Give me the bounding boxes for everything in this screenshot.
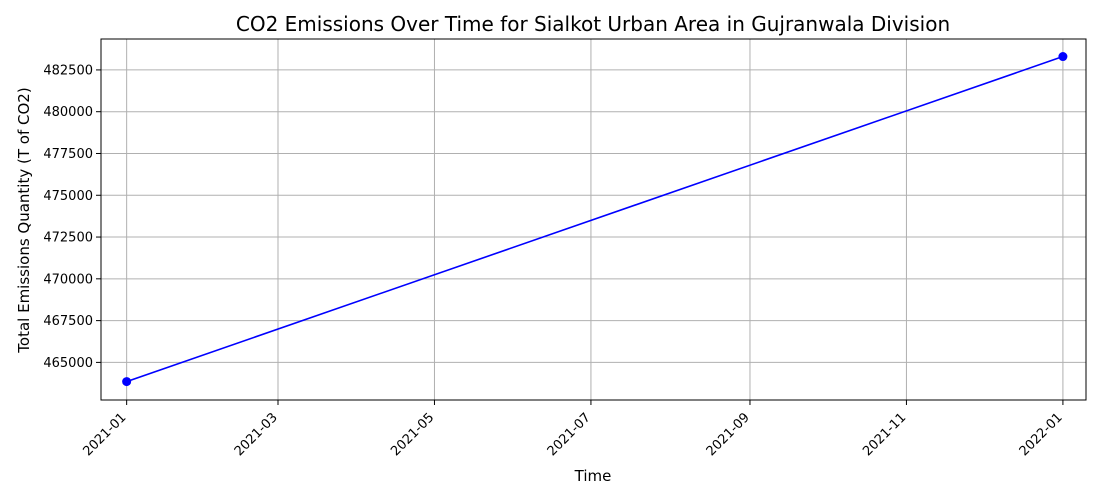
y-tick-label: 470000 — [43, 272, 93, 287]
y-axis-title: Total Emissions Quantity (T of CO2) — [15, 87, 33, 353]
data-point-marker — [1058, 52, 1068, 62]
series-layer — [122, 52, 1068, 387]
y-tick-label: 482500 — [43, 63, 93, 78]
x-axis-title: Time — [574, 467, 612, 485]
y-tick-label: 465000 — [43, 356, 93, 371]
plot-frame — [100, 38, 1087, 401]
grid-lines — [101, 39, 1086, 400]
data-point-marker — [122, 377, 132, 387]
y-tick-label: 467500 — [43, 314, 93, 329]
chart-title: CO2 Emissions Over Time for Sialkot Urba… — [236, 12, 950, 36]
y-tick-label: 472500 — [43, 231, 93, 246]
y-axis-ticks: 465000 467500 470000 472500 475000 477500 4800… — [43, 63, 101, 371]
y-tick-label: 480000 — [43, 105, 93, 120]
y-tick-label: 477500 — [43, 147, 93, 162]
series-line — [126, 55, 1064, 383]
y-tick-label: 475000 — [43, 189, 93, 204]
